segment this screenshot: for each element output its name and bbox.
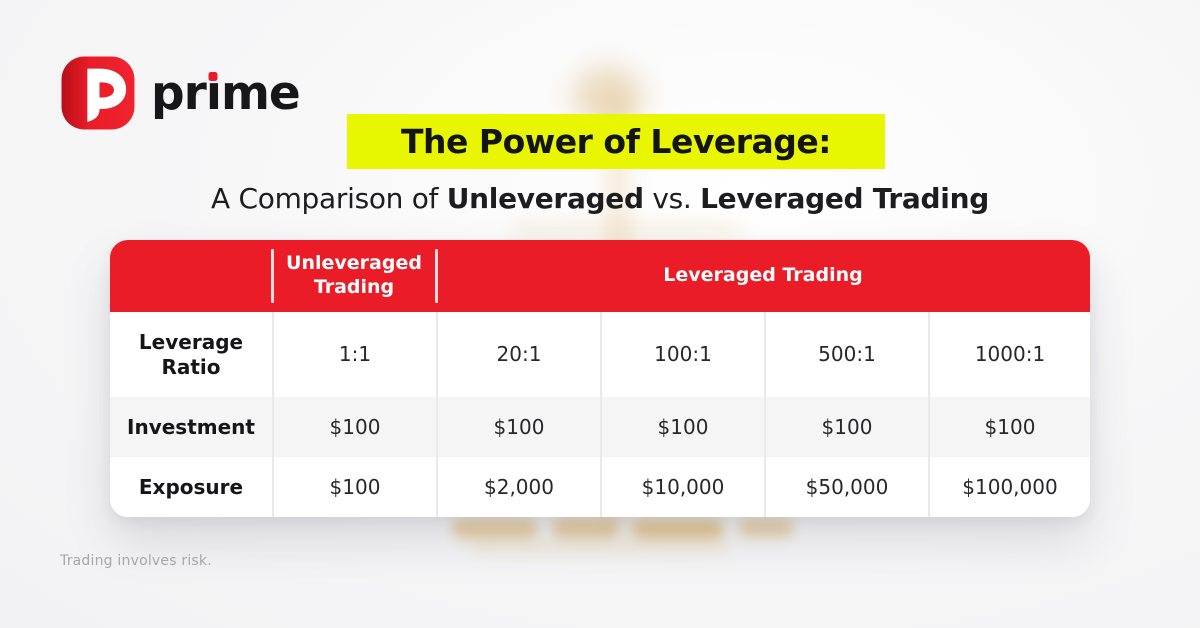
table-cell: $100 — [764, 397, 928, 457]
header-corner-cell — [110, 240, 272, 312]
watermark-gold-blob — [632, 518, 724, 540]
table-cell: $100 — [272, 457, 436, 517]
table-cell: 500:1 — [764, 312, 928, 397]
table-row: Exposure $100 $2,000 $10,000 $50,000 $100,000 — [110, 457, 1090, 517]
page-subtitle: A Comparison of Unleveraged vs. Leverage… — [211, 182, 989, 215]
watermark-gold-blob — [552, 517, 618, 539]
wordmark-segment: me — [220, 65, 301, 121]
i-dot-icon — [208, 71, 218, 81]
table-cell: 20:1 — [436, 312, 600, 397]
table-cell: $100 — [436, 397, 600, 457]
table-cell: $50,000 — [764, 457, 928, 517]
brand-wordmark: pr ı me — [151, 65, 301, 121]
table-row: Investment $100 $100 $100 $100 $100 — [110, 397, 1090, 457]
table-cell: $100 — [600, 397, 764, 457]
comparison-table: Unleveraged Trading Leveraged Trading Le… — [110, 240, 1090, 517]
watermark-gold-blob — [470, 540, 730, 552]
prime-d-icon — [61, 56, 135, 130]
table-cell: $2,000 — [436, 457, 600, 517]
watermark-gold-blob — [738, 518, 794, 538]
table-cell: 1:1 — [272, 312, 436, 397]
brand-logo: pr ı me — [60, 55, 301, 131]
table-row: Leverage Ratio 1:1 20:1 100:1 500:1 1000:1 — [110, 312, 1090, 397]
table-cell: $100 — [928, 397, 1090, 457]
row-label: Exposure — [138, 474, 244, 499]
table-cell: $10,000 — [600, 457, 764, 517]
table-cell: $100,000 — [928, 457, 1090, 517]
table-cell: 100:1 — [600, 312, 764, 397]
page-title: The Power of Leverage: — [401, 122, 831, 161]
row-label: Investment — [127, 414, 255, 439]
header-divider — [271, 249, 274, 303]
header-leveraged-cell: Leveraged Trading — [435, 240, 1090, 312]
disclaimer-text: Trading involves risk. — [60, 553, 212, 569]
table-cell: 1000:1 — [928, 312, 1090, 397]
watermark-gold-blob — [452, 518, 538, 539]
watermark-scale-beam — [512, 224, 742, 238]
row-label: Leverage Ratio — [138, 329, 244, 379]
header-unleveraged-cell: Unleveraged Trading — [271, 240, 436, 312]
wordmark-segment: pr — [151, 65, 207, 121]
table-cell: $100 — [272, 397, 436, 457]
title-highlight: The Power of Leverage: — [347, 114, 885, 169]
header-divider — [435, 249, 438, 303]
table-header: Unleveraged Trading Leveraged Trading — [110, 240, 1090, 312]
wordmark-i: ı — [205, 65, 222, 121]
